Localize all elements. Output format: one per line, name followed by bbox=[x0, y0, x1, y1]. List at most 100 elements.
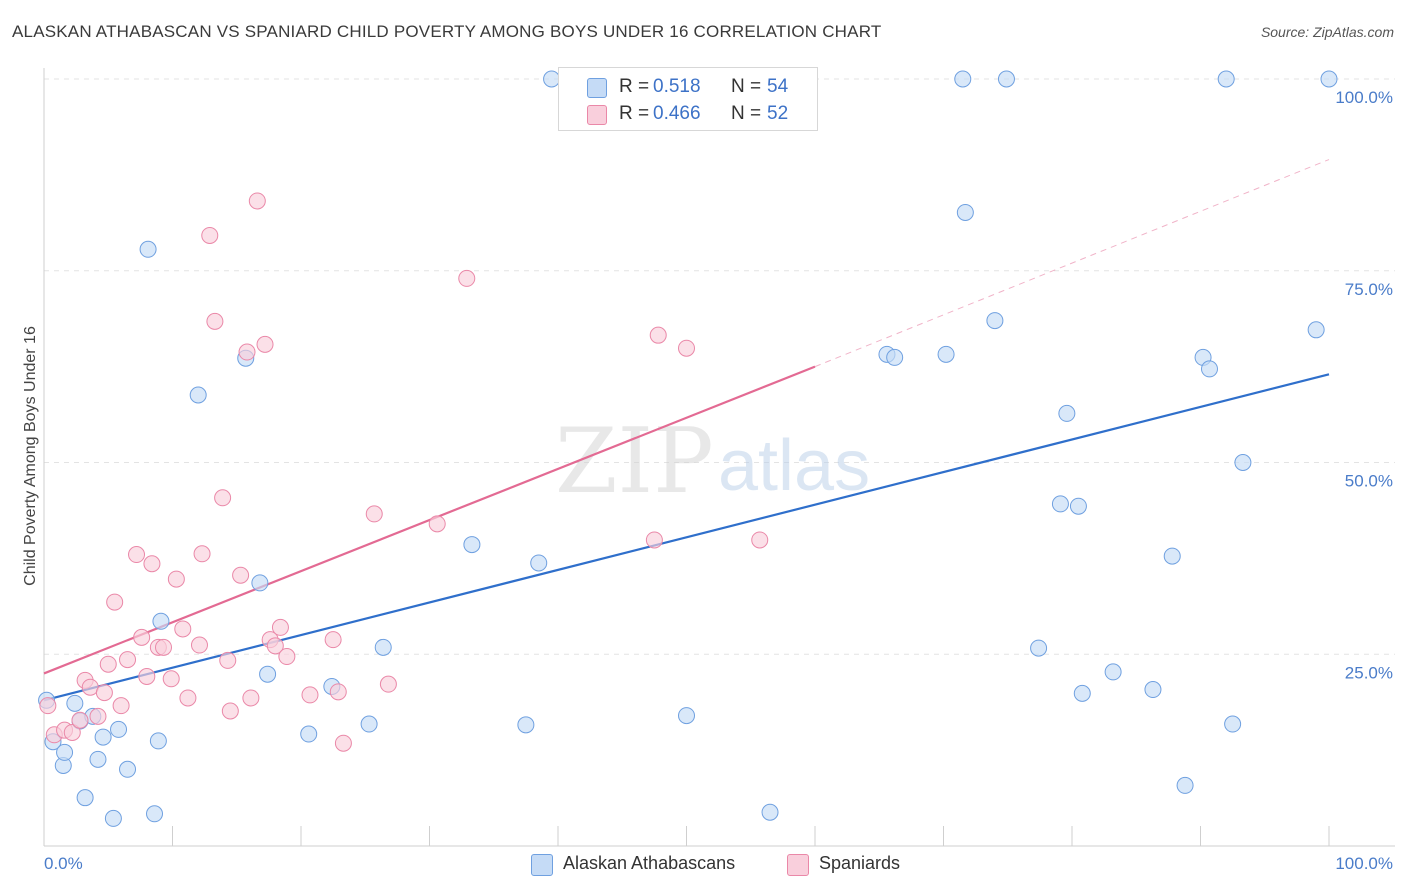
spaniard-point bbox=[278, 648, 296, 666]
y-tick-label: 50.0% bbox=[1345, 472, 1393, 491]
spaniard-point bbox=[128, 546, 146, 564]
y-axis-label: Child Poverty Among Boys Under 16 bbox=[22, 326, 39, 586]
athabascan-point bbox=[152, 612, 170, 630]
athabascan-point bbox=[76, 789, 94, 807]
athabascan-point bbox=[1144, 681, 1162, 699]
spaniard-point bbox=[95, 684, 113, 702]
spaniard-point bbox=[329, 683, 347, 701]
athabascan-point bbox=[1176, 776, 1194, 794]
athabascan-point bbox=[1073, 684, 1091, 702]
athabascan-point bbox=[956, 203, 974, 221]
spaniard-point bbox=[89, 707, 107, 725]
athabascan-point bbox=[66, 694, 84, 712]
chart-title: ALASKAN ATHABASCAN VS SPANIARD CHILD POV… bbox=[12, 22, 882, 41]
athabascan-point bbox=[1234, 454, 1252, 471]
spaniard-point bbox=[271, 618, 289, 636]
athabascan-point bbox=[997, 70, 1015, 88]
tick-labels: 25.0% 50.0% 75.0% 100.0% 0.0% 100.0% bbox=[44, 88, 1393, 873]
series-legend: Alaskan Athabascans Spaniards bbox=[0, 851, 1406, 879]
spaniard-point bbox=[179, 689, 197, 707]
athabascan-point bbox=[189, 386, 207, 404]
athabascan-point bbox=[1217, 70, 1235, 88]
athabascan-point bbox=[1224, 715, 1242, 733]
spaniard-trend-line bbox=[43, 365, 816, 675]
athabascan-point bbox=[517, 716, 535, 734]
athabascan-point bbox=[259, 665, 277, 683]
r-label: R = bbox=[619, 76, 650, 97]
watermark: ZIP atlas bbox=[555, 409, 870, 514]
legend-row-spaniard: R = 0.466 N = 52 bbox=[559, 101, 817, 127]
athabascan-point bbox=[360, 715, 378, 733]
r-label: R = bbox=[619, 103, 650, 124]
spaniard-point bbox=[678, 339, 695, 357]
athabascan-point bbox=[1307, 321, 1325, 339]
athabascan-point bbox=[1069, 497, 1087, 515]
spaniard-trend-extension bbox=[814, 159, 1330, 368]
spaniard-point bbox=[428, 515, 446, 533]
spaniard-point bbox=[214, 489, 232, 507]
y-tick-label: 25.0% bbox=[1345, 663, 1393, 682]
athabascan-point bbox=[530, 554, 548, 572]
data-points bbox=[38, 70, 1338, 827]
legend-spaniards[interactable]: Spaniards bbox=[819, 853, 901, 873]
spaniard-point bbox=[162, 670, 180, 688]
spaniard-point bbox=[365, 505, 383, 523]
spaniard-point bbox=[167, 570, 185, 588]
spaniard-point bbox=[190, 636, 208, 654]
athabascan-point bbox=[1051, 495, 1069, 513]
athabascan-point bbox=[1163, 547, 1181, 565]
spaniard-point bbox=[238, 343, 256, 361]
spaniard-point bbox=[232, 566, 250, 584]
spaniard-legend-swatch bbox=[787, 854, 809, 876]
axes bbox=[43, 68, 1395, 847]
athabascan-point bbox=[1104, 663, 1122, 681]
athabascan-point bbox=[678, 707, 695, 725]
trend-lines bbox=[43, 159, 1330, 702]
spaniard-point bbox=[112, 697, 130, 715]
athabascan-point bbox=[94, 728, 112, 746]
athabascan-trend-line bbox=[43, 373, 1330, 702]
spaniard-point bbox=[193, 545, 211, 563]
spaniard-point bbox=[39, 697, 57, 715]
spaniard-point bbox=[266, 637, 284, 655]
watermark-zip: ZIP bbox=[555, 409, 714, 514]
n-value: 52 bbox=[767, 103, 789, 124]
athabascan-legend-swatch bbox=[531, 854, 553, 876]
spaniard-point bbox=[174, 620, 192, 638]
x-tick-label: 0.0% bbox=[44, 854, 83, 873]
spaniard-point bbox=[221, 702, 239, 720]
athabascan-point bbox=[146, 805, 164, 823]
spaniard-point bbox=[201, 226, 219, 244]
spaniard-point bbox=[301, 686, 319, 704]
athabascan-point bbox=[300, 725, 318, 743]
spaniard-point bbox=[119, 651, 137, 669]
legend-row-athabascan: R = 0.518 N = 54 bbox=[559, 74, 817, 100]
athabascan-point bbox=[89, 750, 107, 768]
athabascan-point bbox=[139, 240, 157, 258]
y-tick-label: 75.0% bbox=[1345, 280, 1393, 299]
spaniard-point bbox=[751, 531, 769, 549]
athabascan-swatch bbox=[587, 78, 607, 98]
spaniard-point bbox=[649, 326, 667, 344]
athabascan-point bbox=[110, 720, 128, 738]
n-value: 54 bbox=[767, 76, 789, 97]
athabascan-point bbox=[149, 732, 167, 750]
spaniard-point bbox=[138, 667, 156, 685]
spaniard-point bbox=[81, 678, 99, 696]
spaniard-point bbox=[334, 734, 352, 752]
spaniard-point bbox=[106, 593, 124, 611]
spaniard-point bbox=[458, 269, 476, 287]
n-label: N = bbox=[731, 76, 762, 97]
spaniard-point bbox=[155, 638, 173, 656]
spaniard-point bbox=[379, 675, 397, 693]
athabascan-point bbox=[56, 743, 74, 761]
athabascan-point bbox=[104, 809, 122, 827]
athabascan-point bbox=[119, 760, 137, 778]
n-label: N = bbox=[731, 103, 762, 124]
spaniard-point bbox=[324, 631, 342, 649]
x-tick-label: 100.0% bbox=[1335, 854, 1393, 873]
athabascan-point bbox=[251, 574, 269, 592]
athabascan-point bbox=[937, 345, 955, 363]
legend-athabascans[interactable]: Alaskan Athabascans bbox=[563, 853, 736, 873]
